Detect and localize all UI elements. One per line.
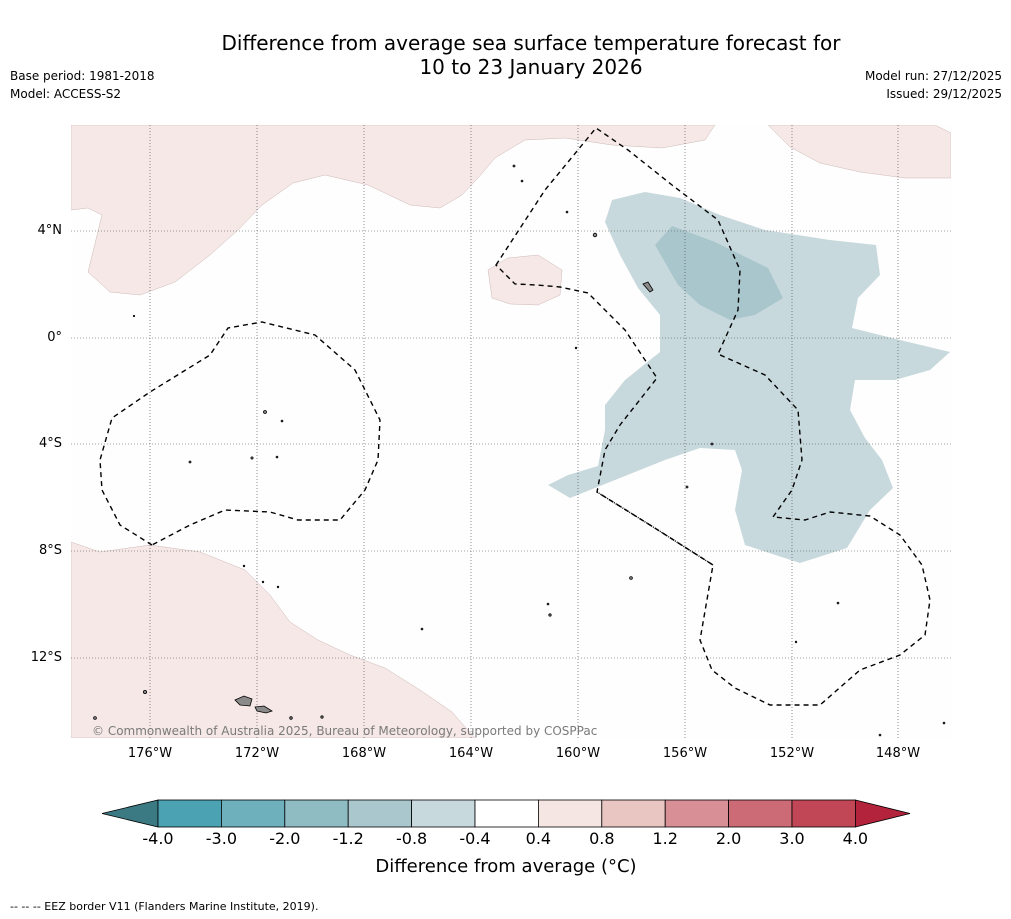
lon-label-152w: 152°W xyxy=(769,746,815,761)
lat-label-4s: 4°S xyxy=(38,436,62,451)
meta-left: Base period: 1981-2018 Model: ACCESS-S2 xyxy=(10,67,155,103)
base-period: Base period: 1981-2018 xyxy=(10,69,155,83)
island-small xyxy=(548,613,552,617)
colorbar-bin xyxy=(411,799,476,828)
island-small xyxy=(142,690,147,695)
colorbar-tick-label: -4.0 xyxy=(142,829,174,848)
island-small xyxy=(710,442,714,446)
lat-label-0: 0° xyxy=(47,330,62,345)
gridlines xyxy=(71,125,951,738)
meta-right: Model run: 27/12/2025 Issued: 29/12/2025 xyxy=(865,67,1002,103)
title-line-2: 10 to 23 January 2026 xyxy=(419,55,643,79)
eez-border-central xyxy=(495,127,931,706)
island-upolu xyxy=(254,705,273,714)
island-small xyxy=(942,721,946,725)
warm-region-north-east xyxy=(767,125,951,179)
lon-label-148w: 148°W xyxy=(875,746,921,761)
colorbar-bin xyxy=(791,799,856,828)
colorbar-bin xyxy=(538,799,603,828)
copyright-credit: © Commonwealth of Australia 2025, Bureau… xyxy=(92,724,598,738)
island-small xyxy=(132,314,136,318)
island-savaii xyxy=(234,695,253,707)
lat-label-4n: 4°N xyxy=(37,223,63,238)
eez-border-kiribati-line xyxy=(596,491,714,566)
island-small xyxy=(93,716,97,720)
map-title: Difference from average sea surface temp… xyxy=(0,31,1011,79)
island-small xyxy=(320,715,324,719)
lat-label-8s: 8°S xyxy=(38,543,62,558)
lon-label-160w: 160°W xyxy=(555,746,601,761)
island-small xyxy=(512,164,516,168)
eez-footnote: -- -- -- EEZ border V11 (Flanders Marine… xyxy=(10,900,319,913)
island-small xyxy=(685,485,689,489)
colorbar-tick-label: 4.0 xyxy=(842,829,869,848)
island-small xyxy=(794,640,798,644)
colorbar-tick-label: 0.4 xyxy=(525,829,552,848)
colorbar-tick-label: 0.8 xyxy=(589,829,615,848)
island-small xyxy=(280,419,284,423)
issued-date: Issued: 29/12/2025 xyxy=(886,87,1002,101)
lon-label-172w: 172°W xyxy=(234,746,280,761)
island-small xyxy=(592,232,598,238)
lon-label-164w: 164°W xyxy=(448,746,494,761)
island-small xyxy=(520,179,524,183)
colorbar-bin xyxy=(664,799,730,828)
eez-borders xyxy=(99,127,931,706)
island-small xyxy=(250,456,254,460)
island-small xyxy=(565,210,569,214)
colorbar-title: Difference from average (°C) xyxy=(375,856,637,877)
colorbar-tick-label: -3.0 xyxy=(205,829,237,848)
cooler-region-central-pacific xyxy=(655,226,783,320)
island-small xyxy=(546,602,550,606)
colorbar-tick-label: 2.0 xyxy=(715,829,742,848)
island-small xyxy=(878,733,882,737)
warm-region-north-west xyxy=(71,125,716,296)
colorbar-bin xyxy=(347,799,413,828)
lon-label-176w: 176°W xyxy=(127,746,173,761)
island-small xyxy=(261,580,265,584)
eez-border-west-loop xyxy=(99,321,381,546)
colorbar-tick-label: 1.2 xyxy=(652,829,678,848)
colorbar-bin xyxy=(157,799,222,828)
colorbar-tick-label: -2.0 xyxy=(269,829,301,848)
colorbar-bin xyxy=(284,799,349,828)
island-small xyxy=(188,460,192,464)
colorbar-tick-label: -0.4 xyxy=(459,829,491,848)
colorbar-bin xyxy=(474,799,539,828)
colorbar-extend-low xyxy=(101,799,159,828)
warm-region-south-west xyxy=(71,541,476,738)
map-plot-area xyxy=(71,125,951,738)
island-small xyxy=(420,627,424,631)
colorbar-bin xyxy=(728,799,793,828)
colorbar-bin xyxy=(220,799,286,828)
warm-region-equatorial-patch xyxy=(487,254,563,306)
model-name: Model: ACCESS-S2 xyxy=(10,87,122,101)
island-atoll-central xyxy=(642,281,654,293)
title-line-1: Difference from average sea surface temp… xyxy=(221,31,841,55)
lon-label-156w: 156°W xyxy=(662,746,708,761)
islands xyxy=(93,164,946,737)
colorbar-tick-label: 3.0 xyxy=(779,829,805,848)
island-small xyxy=(574,346,578,350)
island-small xyxy=(289,716,293,720)
island-small xyxy=(836,601,840,605)
colorbar-bin xyxy=(601,799,666,828)
colorbar xyxy=(101,799,911,828)
island-small xyxy=(263,410,267,414)
colorbar-extend-high xyxy=(855,799,911,828)
island-small xyxy=(276,585,280,589)
model-run: Model run: 27/12/2025 xyxy=(864,69,1002,83)
colorbar-tick-label: -1.2 xyxy=(332,829,364,848)
lon-label-168w: 168°W xyxy=(341,746,387,761)
island-small xyxy=(242,564,246,568)
island-small xyxy=(629,576,633,580)
colorbar-tick-label: -0.8 xyxy=(395,829,428,848)
island-small xyxy=(275,455,279,459)
lat-label-12s: 12°S xyxy=(30,650,62,665)
